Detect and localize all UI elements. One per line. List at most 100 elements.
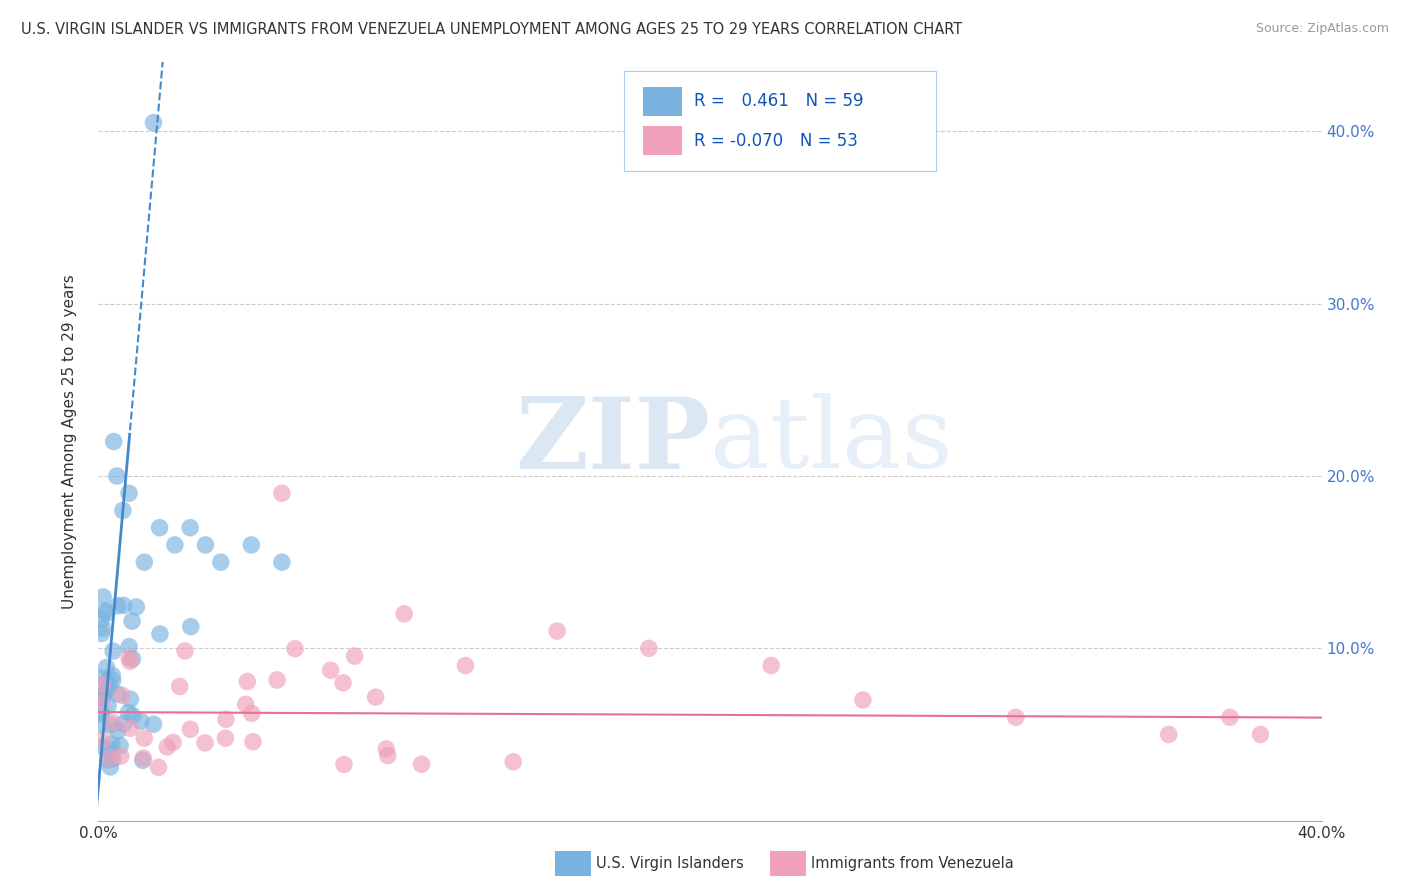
Point [377, 748, 399, 763]
Point [90, 626, 112, 640]
Point [118, 651, 141, 665]
Point [180, 620, 202, 634]
Point [90, 705, 112, 719]
Point [240, 538, 263, 552]
Point [105, 469, 128, 483]
Point [97, 698, 120, 713]
Point [169, 680, 191, 694]
Point [91, 733, 114, 747]
Point [759, 658, 782, 673]
Point [179, 521, 201, 535]
Point [156, 739, 179, 754]
Point [96, 674, 118, 689]
Point [107, 599, 129, 613]
Point [91, 590, 114, 604]
Point [101, 668, 124, 682]
Point [1004, 710, 1026, 724]
Point [98, 760, 121, 774]
Point [546, 624, 568, 639]
FancyBboxPatch shape [643, 87, 682, 116]
Text: Source: ZipAtlas.com: Source: ZipAtlas.com [1256, 22, 1389, 36]
Point [90, 689, 112, 703]
Point [108, 739, 131, 753]
Point [101, 737, 124, 751]
Point [209, 555, 232, 569]
Point [284, 641, 307, 656]
Point [1157, 727, 1180, 741]
Point [343, 648, 366, 663]
Point [118, 654, 141, 668]
Point [392, 607, 416, 621]
Point [411, 757, 433, 772]
Point [91, 677, 114, 691]
Point [91, 621, 114, 635]
Point [242, 735, 264, 749]
Point [132, 751, 155, 765]
Point [90, 612, 112, 626]
Point [98, 679, 121, 693]
Point [98, 742, 121, 756]
Point [103, 434, 125, 449]
FancyBboxPatch shape [643, 126, 682, 155]
Point [101, 752, 124, 766]
Point [118, 486, 141, 500]
Point [149, 627, 172, 641]
Point [91, 690, 114, 704]
Point [194, 736, 217, 750]
Point [90, 696, 112, 710]
Text: R =  0.461  N = 59: R = 0.461 N = 59 [695, 92, 863, 110]
Point [179, 723, 201, 737]
Text: U.S. Virgin Islanders: U.S. Virgin Islanders [596, 856, 744, 871]
Point [90, 706, 112, 721]
Point [142, 717, 165, 731]
Point [174, 644, 197, 658]
Point [101, 715, 124, 730]
Point [112, 716, 135, 731]
Text: R = -0.070  N = 53: R = -0.070 N = 53 [695, 131, 858, 150]
Point [637, 641, 661, 656]
Point [148, 760, 170, 774]
Text: ZIP: ZIP [515, 393, 710, 490]
Y-axis label: Unemployment Among Ages 25 to 29 years: Unemployment Among Ages 25 to 29 years [62, 274, 77, 609]
Point [240, 706, 263, 721]
Point [332, 675, 354, 690]
Point [98, 751, 121, 765]
Point [270, 486, 292, 500]
Point [333, 757, 356, 772]
Point [266, 673, 288, 687]
Point [132, 753, 155, 767]
Point [236, 674, 259, 689]
Point [94, 604, 117, 618]
Point [375, 742, 398, 756]
Point [110, 749, 132, 764]
Point [121, 614, 143, 628]
Point [112, 599, 135, 613]
Point [134, 555, 156, 569]
Point [120, 721, 142, 735]
Point [163, 538, 186, 552]
Text: atlas: atlas [710, 393, 953, 490]
Point [120, 692, 142, 706]
Point [454, 658, 477, 673]
Point [134, 731, 156, 746]
Point [121, 652, 143, 666]
Point [129, 714, 152, 729]
Text: Immigrants from Venezuela: Immigrants from Venezuela [811, 856, 1014, 871]
Point [162, 735, 184, 749]
Point [1249, 727, 1271, 741]
Point [235, 698, 257, 712]
Point [215, 712, 238, 726]
Point [364, 690, 387, 705]
Point [214, 731, 236, 746]
FancyBboxPatch shape [624, 70, 936, 171]
Point [96, 683, 118, 698]
Point [149, 521, 172, 535]
Point [121, 708, 143, 723]
Point [194, 538, 217, 552]
Point [100, 718, 122, 732]
Point [107, 687, 129, 701]
Point [1219, 710, 1241, 724]
Point [101, 673, 124, 688]
Point [502, 755, 524, 769]
Point [101, 644, 124, 658]
